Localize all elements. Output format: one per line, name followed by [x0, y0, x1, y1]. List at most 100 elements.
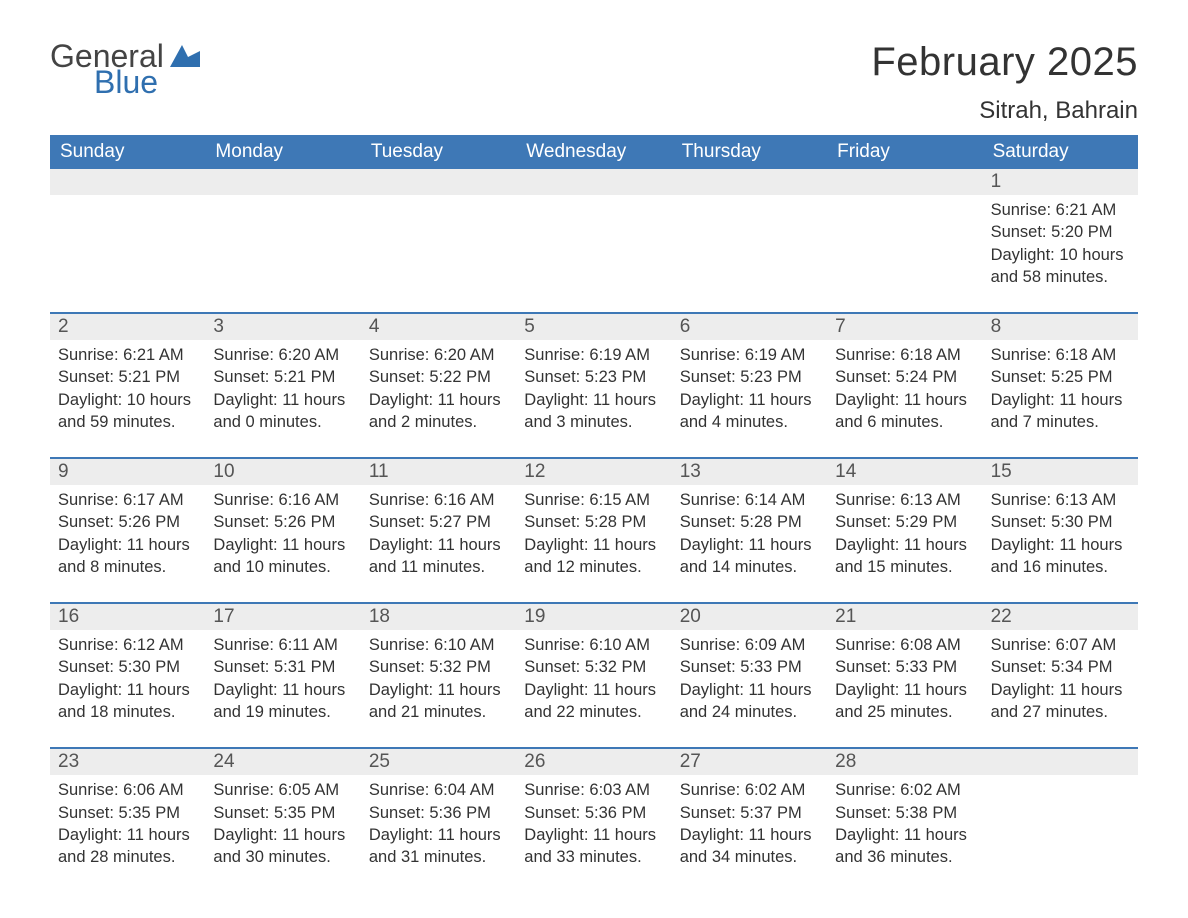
weekday-header-row: SundayMondayTuesdayWednesdayThursdayFrid…	[50, 135, 1138, 169]
sunset-line: Sunset: 5:35 PM	[213, 802, 352, 824]
daylight-line: Daylight: 11 hours and 30 minutes.	[213, 824, 352, 869]
daylight-line: Daylight: 11 hours and 2 minutes.	[369, 389, 508, 434]
detail-row: Sunrise: 6:12 AMSunset: 5:30 PMDaylight:…	[50, 630, 1138, 723]
day-number: 20	[672, 604, 827, 630]
sunrise-line: Sunrise: 6:02 AM	[835, 779, 974, 801]
day-detail: Sunrise: 6:04 AMSunset: 5:36 PMDaylight:…	[361, 775, 516, 868]
day-detail	[361, 195, 516, 288]
sunrise-line: Sunrise: 6:20 AM	[213, 344, 352, 366]
day-number: 19	[516, 604, 671, 630]
sunrise-line: Sunrise: 6:10 AM	[524, 634, 663, 656]
daynum-row: 232425262728	[50, 749, 1138, 775]
sunset-line: Sunset: 5:36 PM	[524, 802, 663, 824]
day-detail	[827, 195, 982, 288]
sunrise-line: Sunrise: 6:07 AM	[991, 634, 1130, 656]
day-number: 13	[672, 459, 827, 485]
daylight-line: Daylight: 11 hours and 31 minutes.	[369, 824, 508, 869]
sunrise-line: Sunrise: 6:13 AM	[835, 489, 974, 511]
header: General Blue February 2025 Sitrah, Bahra…	[50, 40, 1138, 125]
sunset-line: Sunset: 5:33 PM	[835, 656, 974, 678]
day-number: 4	[361, 314, 516, 340]
day-number: 28	[827, 749, 982, 775]
title-block: February 2025 Sitrah, Bahrain	[871, 40, 1138, 125]
day-detail	[516, 195, 671, 288]
day-detail	[672, 195, 827, 288]
sunset-line: Sunset: 5:26 PM	[213, 511, 352, 533]
sunset-line: Sunset: 5:28 PM	[524, 511, 663, 533]
day-number: 3	[205, 314, 360, 340]
detail-row: Sunrise: 6:06 AMSunset: 5:35 PMDaylight:…	[50, 775, 1138, 868]
daylight-line: Daylight: 11 hours and 24 minutes.	[680, 679, 819, 724]
day-number: 16	[50, 604, 205, 630]
sunset-line: Sunset: 5:34 PM	[991, 656, 1130, 678]
day-number: 21	[827, 604, 982, 630]
day-number: 15	[983, 459, 1138, 485]
day-detail: Sunrise: 6:10 AMSunset: 5:32 PMDaylight:…	[516, 630, 671, 723]
sunrise-line: Sunrise: 6:14 AM	[680, 489, 819, 511]
sunset-line: Sunset: 5:24 PM	[835, 366, 974, 388]
day-number: 25	[361, 749, 516, 775]
sunset-line: Sunset: 5:23 PM	[524, 366, 663, 388]
logo-text-block: General Blue	[50, 40, 200, 98]
daylight-line: Daylight: 10 hours and 58 minutes.	[991, 244, 1130, 289]
day-detail: Sunrise: 6:03 AMSunset: 5:36 PMDaylight:…	[516, 775, 671, 868]
sunset-line: Sunset: 5:20 PM	[991, 221, 1130, 243]
sunrise-line: Sunrise: 6:21 AM	[991, 199, 1130, 221]
sunrise-line: Sunrise: 6:13 AM	[991, 489, 1130, 511]
day-number	[827, 169, 982, 195]
weeks-container: 1Sunrise: 6:21 AMSunset: 5:20 PMDaylight…	[50, 169, 1138, 868]
day-detail: Sunrise: 6:06 AMSunset: 5:35 PMDaylight:…	[50, 775, 205, 868]
daylight-line: Daylight: 11 hours and 0 minutes.	[213, 389, 352, 434]
weekday-cell: Wednesday	[516, 135, 671, 169]
sunset-line: Sunset: 5:35 PM	[58, 802, 197, 824]
daylight-line: Daylight: 11 hours and 6 minutes.	[835, 389, 974, 434]
sunrise-line: Sunrise: 6:04 AM	[369, 779, 508, 801]
sunset-line: Sunset: 5:23 PM	[680, 366, 819, 388]
day-detail: Sunrise: 6:12 AMSunset: 5:30 PMDaylight:…	[50, 630, 205, 723]
logo: General Blue	[50, 40, 200, 98]
sunrise-line: Sunrise: 6:02 AM	[680, 779, 819, 801]
day-detail: Sunrise: 6:16 AMSunset: 5:26 PMDaylight:…	[205, 485, 360, 578]
day-detail: Sunrise: 6:15 AMSunset: 5:28 PMDaylight:…	[516, 485, 671, 578]
week-block: 2345678Sunrise: 6:21 AMSunset: 5:21 PMDa…	[50, 312, 1138, 433]
daylight-line: Daylight: 11 hours and 3 minutes.	[524, 389, 663, 434]
day-number: 17	[205, 604, 360, 630]
sunrise-line: Sunrise: 6:18 AM	[991, 344, 1130, 366]
day-detail: Sunrise: 6:19 AMSunset: 5:23 PMDaylight:…	[672, 340, 827, 433]
sunset-line: Sunset: 5:38 PM	[835, 802, 974, 824]
day-detail: Sunrise: 6:05 AMSunset: 5:35 PMDaylight:…	[205, 775, 360, 868]
sunset-line: Sunset: 5:37 PM	[680, 802, 819, 824]
daylight-line: Daylight: 11 hours and 25 minutes.	[835, 679, 974, 724]
day-number	[516, 169, 671, 195]
day-number	[983, 749, 1138, 775]
sunrise-line: Sunrise: 6:08 AM	[835, 634, 974, 656]
day-number: 14	[827, 459, 982, 485]
day-detail	[983, 775, 1138, 868]
weekday-cell: Tuesday	[361, 135, 516, 169]
sunset-line: Sunset: 5:31 PM	[213, 656, 352, 678]
calendar: SundayMondayTuesdayWednesdayThursdayFrid…	[50, 135, 1138, 868]
day-number: 11	[361, 459, 516, 485]
daylight-line: Daylight: 11 hours and 33 minutes.	[524, 824, 663, 869]
day-number	[672, 169, 827, 195]
day-number: 24	[205, 749, 360, 775]
weekday-cell: Friday	[827, 135, 982, 169]
day-detail: Sunrise: 6:21 AMSunset: 5:21 PMDaylight:…	[50, 340, 205, 433]
day-detail: Sunrise: 6:16 AMSunset: 5:27 PMDaylight:…	[361, 485, 516, 578]
sunrise-line: Sunrise: 6:21 AM	[58, 344, 197, 366]
daynum-row: 1	[50, 169, 1138, 195]
day-number: 7	[827, 314, 982, 340]
daylight-line: Daylight: 11 hours and 8 minutes.	[58, 534, 197, 579]
sunrise-line: Sunrise: 6:19 AM	[524, 344, 663, 366]
daylight-line: Daylight: 11 hours and 19 minutes.	[213, 679, 352, 724]
day-detail: Sunrise: 6:11 AMSunset: 5:31 PMDaylight:…	[205, 630, 360, 723]
day-detail: Sunrise: 6:07 AMSunset: 5:34 PMDaylight:…	[983, 630, 1138, 723]
day-number: 18	[361, 604, 516, 630]
day-number	[205, 169, 360, 195]
daylight-line: Daylight: 11 hours and 7 minutes.	[991, 389, 1130, 434]
day-detail: Sunrise: 6:20 AMSunset: 5:21 PMDaylight:…	[205, 340, 360, 433]
sunset-line: Sunset: 5:22 PM	[369, 366, 508, 388]
day-detail: Sunrise: 6:18 AMSunset: 5:25 PMDaylight:…	[983, 340, 1138, 433]
daylight-line: Daylight: 11 hours and 15 minutes.	[835, 534, 974, 579]
daylight-line: Daylight: 11 hours and 22 minutes.	[524, 679, 663, 724]
